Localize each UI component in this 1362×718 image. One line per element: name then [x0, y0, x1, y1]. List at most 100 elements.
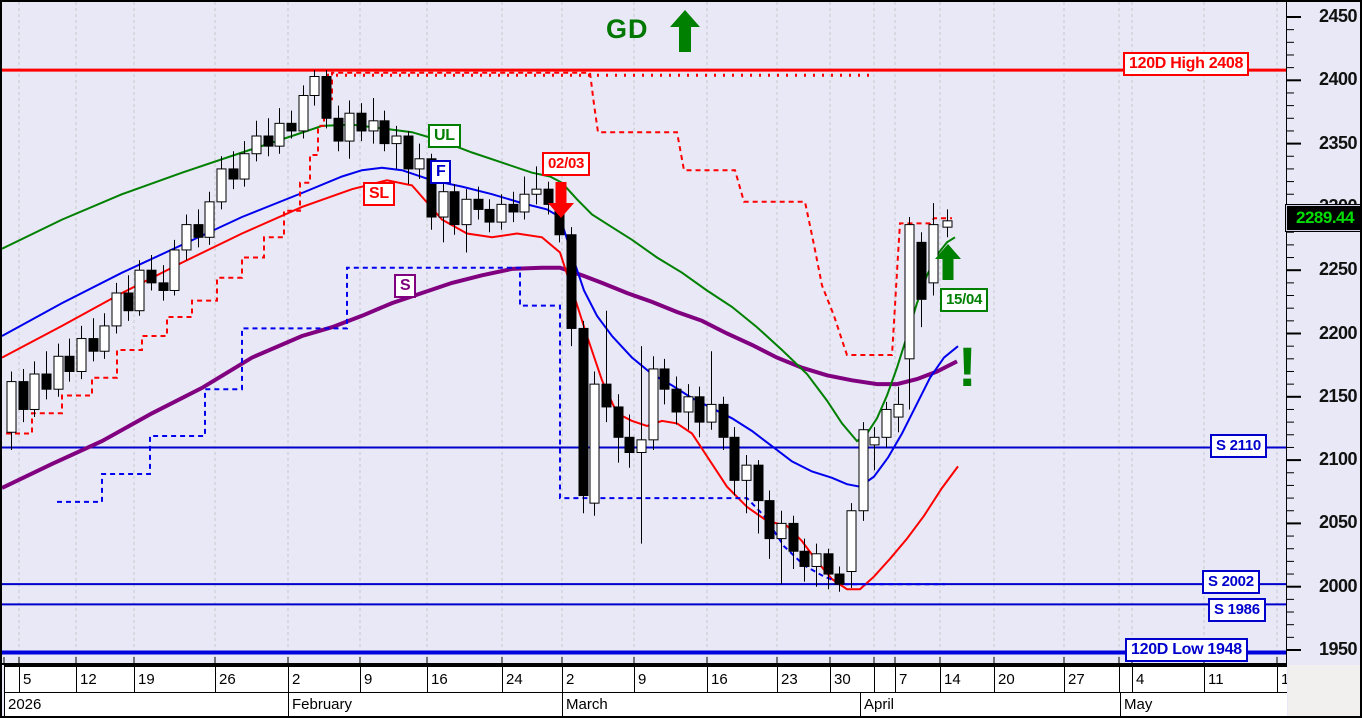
candle-body [158, 282, 169, 291]
indicator-label-sl: SL [363, 182, 395, 206]
candle-body [799, 550, 810, 567]
candle-body [76, 338, 87, 372]
week-cell: 9 [634, 665, 707, 692]
series-f [2, 166, 959, 488]
candle-body [823, 553, 834, 575]
candle-body [531, 188, 542, 195]
candle-body [589, 383, 600, 504]
week-cell: 14 [940, 665, 994, 692]
week-cell: 30 [830, 665, 874, 692]
candle-body [53, 355, 64, 390]
candle-body [309, 76, 320, 96]
candle-body [683, 396, 694, 413]
month-cell: May [1120, 692, 1287, 716]
sell-signal-date-label: 02/03 [542, 152, 591, 176]
candle-body [601, 383, 612, 408]
candle-body [181, 224, 192, 251]
candle-body [578, 327, 589, 497]
week-cell: 16 [427, 665, 502, 692]
candle-body [368, 120, 379, 132]
price-axis-label: 2050 [1318, 512, 1358, 533]
week-cell: 26 [215, 665, 288, 692]
candle-body [146, 269, 157, 284]
candle-body [636, 439, 647, 454]
week-cell: 18 [1277, 665, 1287, 692]
candle-body [29, 373, 40, 410]
candle-body [834, 573, 845, 585]
candle-body [461, 198, 472, 226]
candle-body [251, 135, 262, 155]
candle-body [729, 436, 740, 481]
candle-body [41, 373, 52, 390]
week-cell: 9 [360, 665, 427, 692]
date-axis[interactable]: 5121926291624291623307142027411182026Feb… [2, 663, 1360, 716]
price-axis[interactable]: 2450240023502300225022002150210020502000… [1285, 2, 1360, 663]
price-axis-label: 2100 [1318, 449, 1358, 470]
candle-body [356, 112, 367, 132]
axis-corner [1288, 665, 1360, 716]
candle-body [741, 464, 752, 481]
price-axis-label: 2350 [1318, 132, 1358, 153]
candle-body [659, 368, 670, 390]
level-label-support-1986: S 1986 [1208, 598, 1266, 622]
week-cell: 7 [895, 665, 940, 692]
candle-body [344, 112, 355, 142]
buy-up-arrow-icon [935, 244, 961, 280]
price-axis-label: 2150 [1318, 385, 1358, 406]
candle-body [846, 510, 857, 573]
candle-body [88, 338, 99, 352]
candle-body [869, 436, 880, 446]
candle-body [18, 381, 29, 410]
candle-body [274, 122, 285, 147]
candle-body [776, 522, 787, 540]
candle-body [519, 193, 530, 213]
series-gd-stop [6, 71, 952, 435]
price-axis-label: 2250 [1318, 259, 1358, 280]
candle-body [321, 76, 332, 119]
candle-body [508, 203, 519, 213]
week-cell [1119, 665, 1132, 692]
week-cell: 16 [707, 665, 777, 692]
month-cell: April [860, 692, 1120, 716]
candle-body [764, 500, 775, 540]
candle-body [169, 249, 180, 291]
candle-body [414, 158, 425, 170]
week-cell: 23 [777, 665, 830, 692]
month-cell: March [562, 692, 860, 716]
week-cell: 20 [994, 665, 1064, 692]
week-cell [4, 665, 19, 692]
series-f-stop [57, 266, 945, 586]
week-cell: 24 [502, 665, 562, 692]
candle-body [379, 120, 390, 145]
series-s [2, 265, 958, 490]
price-axis-label: 1950 [1318, 639, 1358, 659]
candle-body [613, 406, 624, 438]
week-cell: 27 [1064, 665, 1119, 692]
candle-body [916, 241, 927, 300]
candle-body [543, 188, 554, 205]
indicator-label-s: S [394, 274, 417, 298]
candle-body [298, 94, 309, 132]
candle-body [893, 403, 904, 418]
candle-body [753, 464, 764, 502]
level-label-120d-low: 120D Low 1948 [1125, 638, 1248, 662]
week-cell [874, 665, 895, 692]
price-axis-label: 2400 [1318, 69, 1358, 90]
candle-body [473, 198, 484, 210]
month-cell: February [288, 692, 562, 716]
candle-body [904, 224, 915, 360]
month-cell: 2026 [4, 692, 288, 716]
week-cell: 11 [1204, 665, 1277, 692]
level-label-support-2110: S 2110 [1210, 434, 1267, 458]
week-cell: 4 [1132, 665, 1204, 692]
candle-body [718, 403, 729, 438]
candle-body [426, 158, 437, 218]
week-cell: 5 [19, 665, 76, 692]
candle-body [216, 168, 227, 203]
candle-body [204, 201, 215, 238]
candle-body [858, 429, 869, 512]
candle-body [671, 388, 682, 413]
price-chart-canvas[interactable] [2, 2, 1287, 665]
candle-body [64, 355, 75, 372]
candle-body [263, 135, 274, 147]
